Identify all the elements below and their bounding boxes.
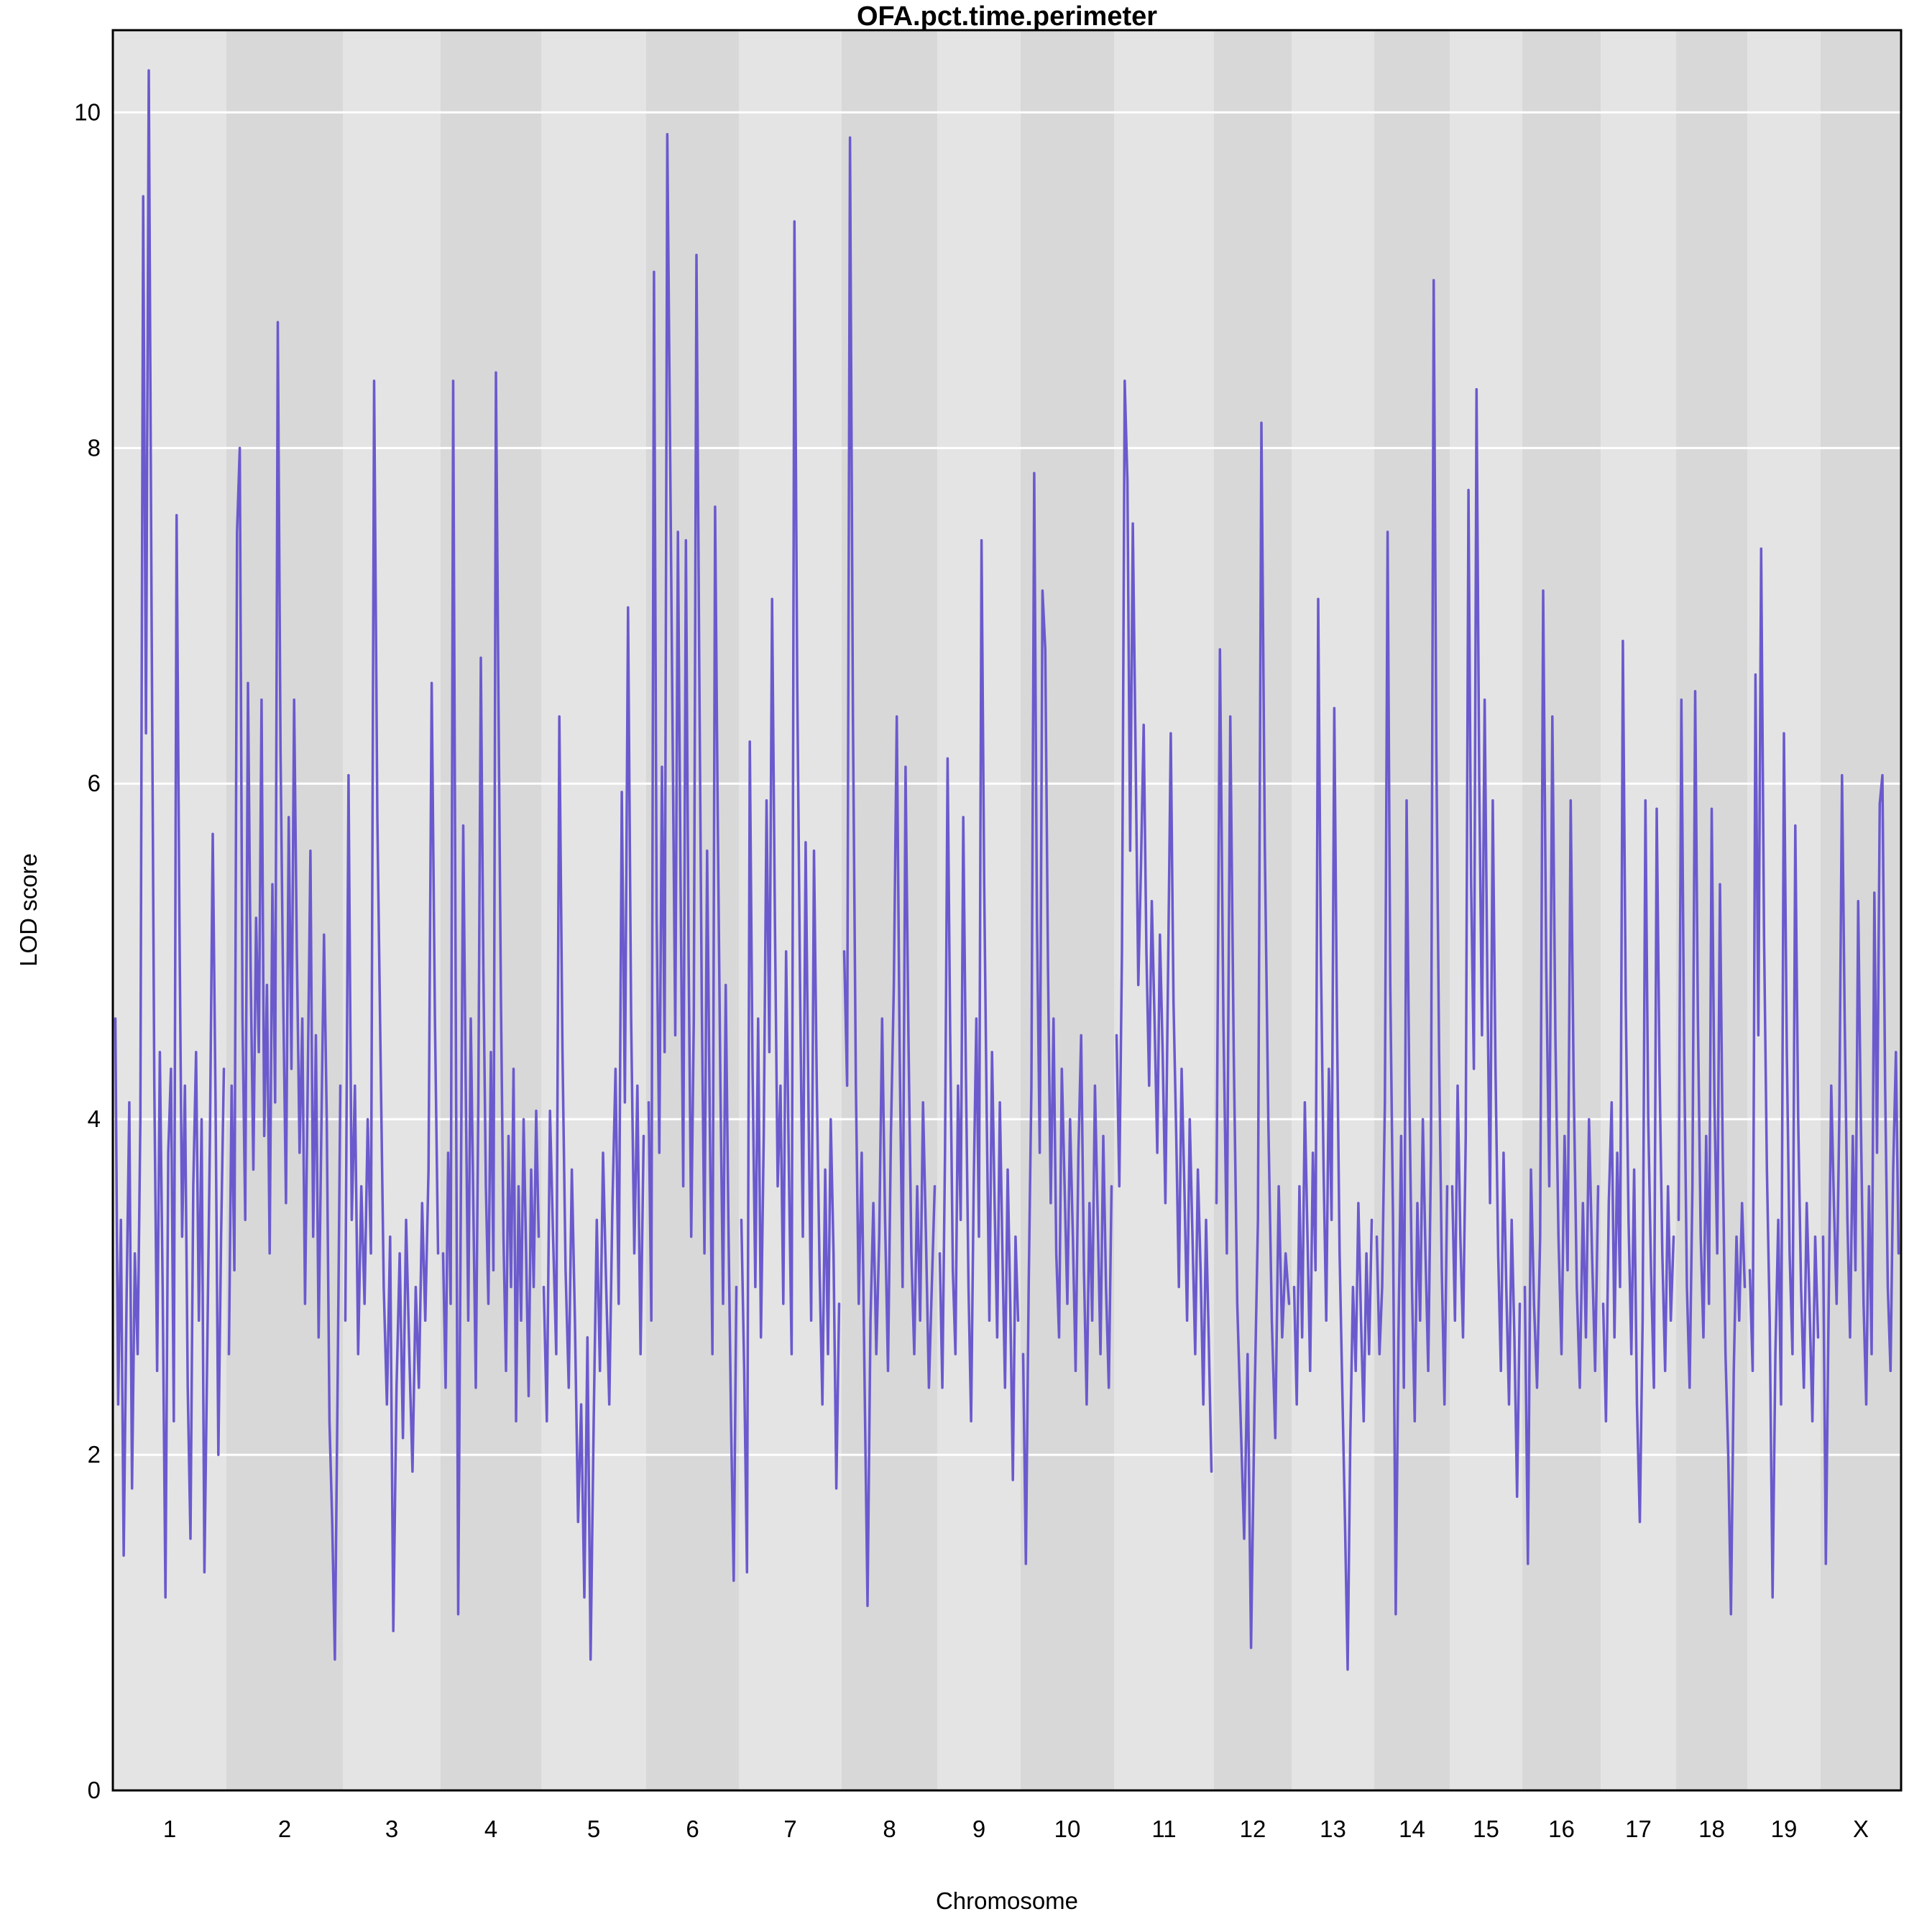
lod-trace — [227, 321, 342, 1661]
chromosome-band — [1601, 30, 1676, 1790]
y-tick-label: 10 — [74, 98, 101, 125]
plot-title: OFA.pct.time.perimeter — [856, 1, 1158, 32]
x-tick-label: 1 — [163, 1816, 176, 1842]
lod-trace — [1748, 547, 1820, 1599]
lod-trace — [441, 371, 540, 1616]
x-tick-label: 2 — [278, 1816, 291, 1842]
x-tick-label: 15 — [1473, 1816, 1499, 1842]
x-tick-label: 6 — [686, 1816, 699, 1842]
lod-trace — [1523, 589, 1600, 1565]
lod-trace — [740, 220, 841, 1574]
lod-trace — [1215, 421, 1291, 1650]
chromosome-band — [113, 30, 226, 1790]
x-tick-label: 11 — [1151, 1816, 1176, 1842]
x-tick-label: 16 — [1548, 1816, 1575, 1842]
chromosome-band — [1522, 30, 1601, 1790]
chromosome-band — [1821, 30, 1901, 1790]
lod-trace — [1292, 597, 1374, 1671]
chromosome-band — [842, 30, 937, 1790]
y-tick-label: 4 — [88, 1105, 101, 1132]
lod-trace — [1450, 387, 1522, 1499]
x-tick-label: 17 — [1625, 1816, 1652, 1842]
lod-trace — [1821, 773, 1900, 1565]
x-tick-label: 5 — [587, 1816, 600, 1842]
x-tick-label: 4 — [484, 1816, 497, 1842]
chromosome-band — [226, 30, 343, 1790]
lod-trace — [542, 606, 645, 1661]
lod-trace — [938, 538, 1020, 1481]
x-tick-label: 14 — [1399, 1816, 1425, 1842]
x-tick-label: 13 — [1320, 1816, 1346, 1842]
x-tick-label: X — [1853, 1816, 1869, 1842]
x-axis-title: Chromosome — [935, 1887, 1079, 1914]
lod-trace — [842, 136, 937, 1607]
lod-trace — [1677, 690, 1747, 1616]
y-tick-label: 6 — [88, 770, 101, 796]
x-tick-label: 8 — [883, 1816, 896, 1842]
y-tick-label: 2 — [88, 1441, 101, 1468]
x-tick-label: 7 — [783, 1816, 796, 1842]
chromosome-band — [1021, 30, 1114, 1790]
x-tick-label: 9 — [972, 1816, 985, 1842]
chromosome-band — [739, 30, 842, 1790]
lod-trace — [1021, 472, 1113, 1565]
plot-border — [111, 29, 1903, 1792]
lod-trace — [1115, 380, 1213, 1473]
lod-trace — [1601, 640, 1675, 1524]
lod-trace — [1375, 279, 1449, 1616]
x-tick-label: 10 — [1054, 1816, 1081, 1842]
y-tick-label: 0 — [88, 1777, 101, 1803]
lod-trace — [114, 69, 226, 1599]
x-tick-label: 3 — [385, 1816, 398, 1842]
lod-trace — [647, 132, 738, 1582]
y-tick-label: 8 — [88, 434, 101, 461]
chromosome-band — [1114, 30, 1214, 1790]
x-tick-label: 19 — [1771, 1816, 1798, 1842]
lod-trace — [344, 380, 440, 1632]
x-tick-label: 12 — [1240, 1816, 1266, 1842]
x-tick-label: 18 — [1698, 1816, 1725, 1842]
